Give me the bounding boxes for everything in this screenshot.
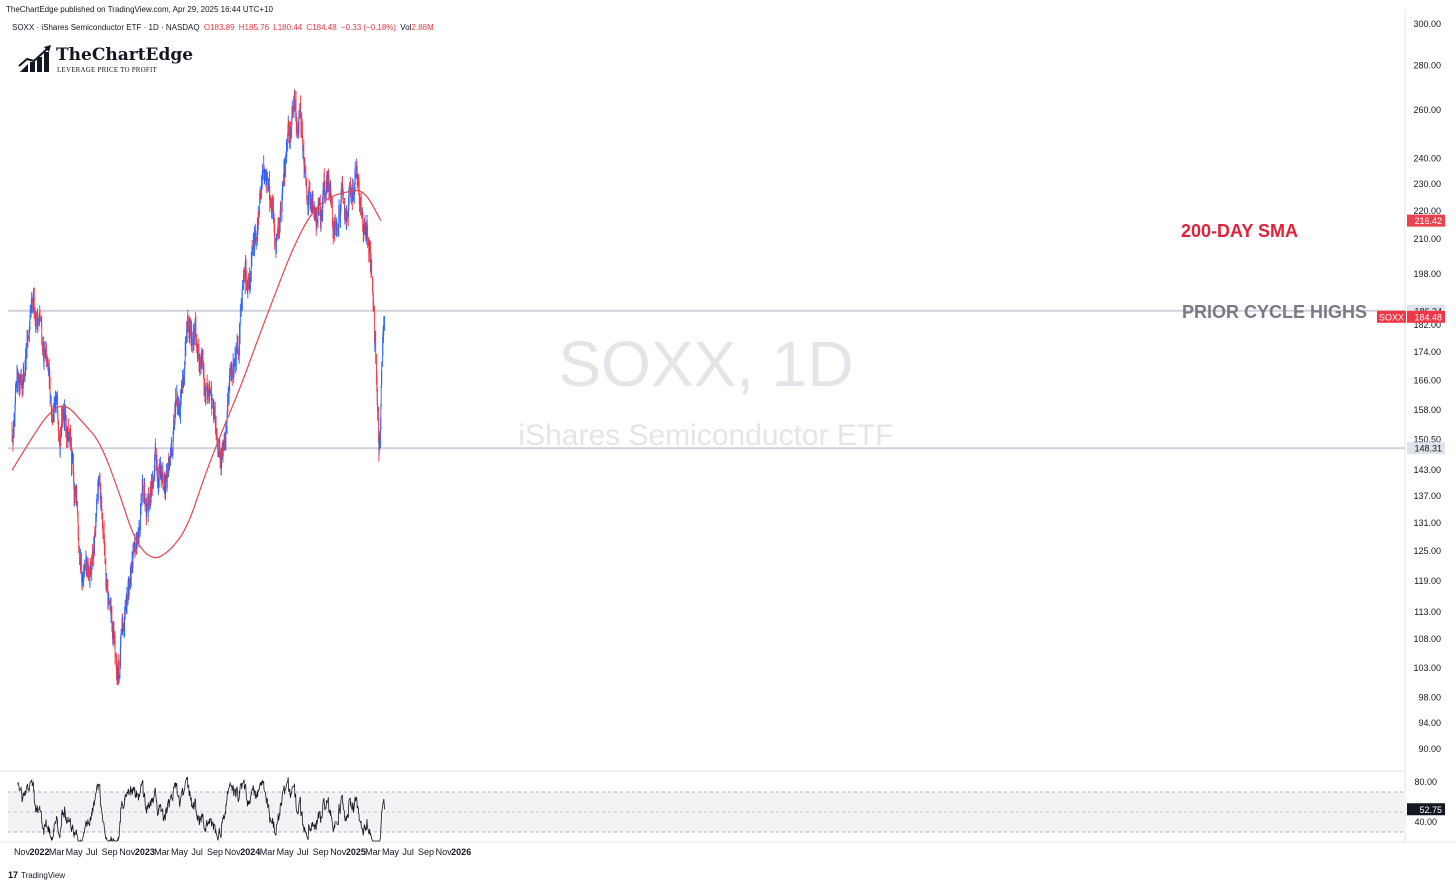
publish-info: TheChartEdge published on TradingView.co… (6, 5, 273, 14)
time-axis-tick: May (382, 847, 400, 857)
price-axis-tick: 90.00 (1418, 744, 1441, 754)
time-axis-tick: Nov (225, 847, 242, 857)
rsi-axis-tick: 80.00 (1414, 777, 1437, 787)
price-axis-tick: 119.00 (1414, 576, 1441, 586)
time-axis-tick: Mar (365, 847, 381, 857)
price-axis-tick: 103.00 (1413, 663, 1441, 673)
price-axis-tick: 210.00 (1413, 234, 1441, 244)
price-axis-tick: 137.00 (1413, 491, 1441, 501)
price-axis-tick: 166.00 (1413, 375, 1441, 385)
logo-tagline: LEVERAGE PRICE TO PROFIT (57, 66, 158, 74)
time-axis-tick: 2023 (135, 847, 155, 857)
price-axis-tick: 260.00 (1413, 105, 1441, 115)
time-axis-tick: Mar (49, 847, 65, 857)
price-axis-tick: 108.00 (1413, 634, 1441, 644)
time-axis-tick: 2026 (451, 847, 471, 857)
price-axis-tick: 220.00 (1413, 206, 1441, 216)
time-axis-tick: 2022 (30, 847, 50, 857)
sma-annotation: 200-DAY SMA (1181, 221, 1298, 241)
time-axis-tick: Mar (260, 847, 276, 857)
level-tag-lower-bg (1407, 442, 1445, 455)
sma-200-line (11, 189, 382, 559)
price-axis-tick: 280.00 (1413, 61, 1441, 71)
price-axis-tick: 98.00 (1418, 693, 1441, 703)
rsi-line (17, 776, 385, 842)
last-price-tag: 184.48 (1414, 312, 1442, 322)
price-axis-tick: 198.00 (1413, 269, 1441, 279)
time-axis[interactable]: Nov 2022 Mar May Jul Sep Nov 2023 Mar May Jul Sep No… (14, 847, 471, 857)
level-tag-lower: 148.31 (1414, 444, 1442, 454)
low-value: L180.44 (273, 23, 303, 32)
price-axis[interactable]: 300.00 280.00 260.00 240.00 230.00 220.00 210.… (1413, 19, 1441, 754)
time-axis-tick: Jul (297, 847, 309, 857)
symbol-legend: SOXX · iShares Semiconductor ETF · 1D · … (12, 23, 436, 32)
price-axis-tick: 150.50 (1413, 434, 1441, 444)
close-value: C184.48 (306, 23, 337, 32)
price-axis-tick: 182.00 (1413, 320, 1441, 330)
time-axis-tick: Mar (154, 847, 170, 857)
time-axis-tick: Nov (14, 847, 31, 857)
time-axis-tick: Sep (418, 847, 434, 857)
candlestick-series (11, 89, 386, 686)
time-axis-tick: Nov (119, 847, 136, 857)
last-price-tag-bg (1407, 310, 1445, 323)
price-axis-tick: 143.00 (1413, 465, 1441, 475)
time-axis-tick: 2024 (240, 847, 260, 857)
price-axis-tick: 94.00 (1418, 718, 1441, 728)
sma-value-tag-bg (1407, 214, 1445, 227)
price-axis-tick: 300.00 (1413, 19, 1441, 29)
chart-edge-logo-icon (18, 45, 51, 72)
symbol-tag-bg (1377, 310, 1406, 323)
footer-brand: TradingView (21, 871, 66, 880)
sma-value-tag: 216.42 (1414, 216, 1442, 226)
logo-name: TheChartEdge (56, 45, 194, 65)
open-value: O183.89 (203, 23, 235, 32)
time-axis-tick: Nov (436, 847, 453, 857)
volume-label: Vol (400, 23, 412, 32)
rsi-value-tag: 52.75 (1419, 805, 1442, 815)
time-axis-tick: 2025 (346, 847, 366, 857)
time-axis-tick: Jul (402, 847, 414, 857)
watermark-name: iShares Semiconductor ETF (518, 419, 893, 452)
price-axis-tick: 113.00 (1414, 607, 1441, 617)
time-axis-tick: May (277, 847, 295, 857)
price-axis-tick: 174.00 (1413, 347, 1441, 357)
rsi-axis: 80.00 40.00 (1414, 777, 1437, 827)
price-axis-tick: 131.00 (1413, 518, 1441, 528)
prior-cycle-highs-annotation: PRIOR CYCLE HIGHS (1182, 302, 1367, 322)
rsi-axis-tick: 40.00 (1414, 817, 1437, 827)
symbol-tag: SOXX (1379, 312, 1404, 322)
symbol-description: SOXX · iShares Semiconductor ETF · 1D · … (12, 23, 200, 32)
volume-value: 2.88M (411, 23, 434, 32)
price-axis-tick: 230.00 (1413, 179, 1441, 189)
time-axis-tick: Jul (86, 847, 98, 857)
price-axis-tick: 240.00 (1413, 153, 1441, 163)
time-axis-tick: Nov (330, 847, 347, 857)
change-value: −0.33 (−0.18%) (340, 23, 397, 32)
high-value: H185.76 (238, 23, 270, 32)
price-axis-tick: 125.00 (1413, 546, 1441, 556)
time-axis-tick: May (171, 847, 189, 857)
time-axis-tick: Sep (313, 847, 329, 857)
tradingview-logo-icon: 17 (8, 870, 19, 880)
tradingview-footer: 17 TradingView (8, 870, 65, 880)
rsi-pane (8, 776, 1405, 842)
watermark-symbol: SOXX, 1D (558, 328, 853, 400)
rsi-value-tag-bg (1407, 803, 1445, 816)
time-axis-tick: May (66, 847, 84, 857)
time-axis-tick: Sep (207, 847, 223, 857)
time-axis-tick: Sep (102, 847, 118, 857)
time-axis-tick: Jul (191, 847, 203, 857)
price-axis-tick: 158.00 (1413, 405, 1441, 415)
